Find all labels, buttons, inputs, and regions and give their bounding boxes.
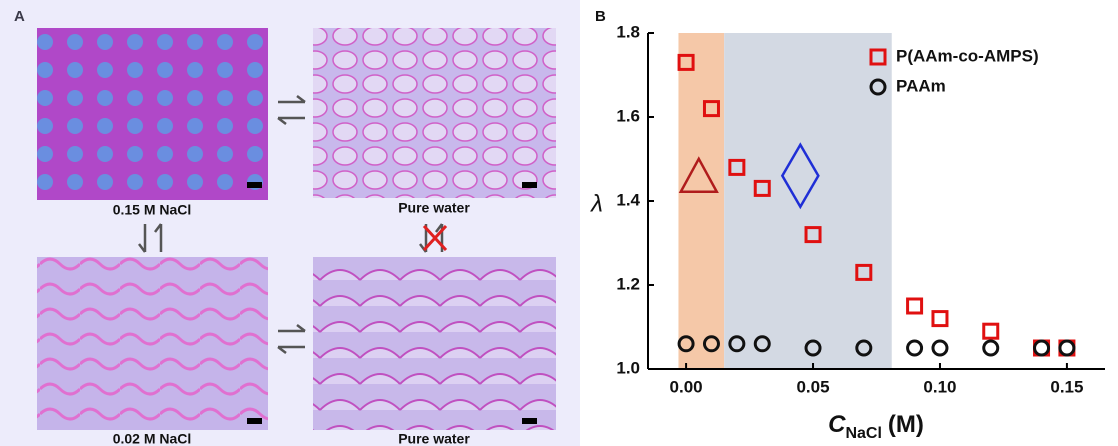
photo: [37, 28, 268, 200]
scale-bar: [247, 182, 262, 188]
scale-bar: [247, 418, 262, 424]
data-point: [908, 341, 922, 355]
scale-bar: [522, 182, 537, 188]
panel-label: B: [595, 8, 606, 25]
data-point: [984, 324, 998, 338]
y-axis-label: λ: [589, 190, 603, 217]
data-point: [984, 341, 998, 355]
x-label-symbol: C: [828, 411, 846, 438]
scale-bar: [522, 418, 537, 424]
photo: [313, 257, 556, 430]
y-tick-label: 1.0: [616, 358, 640, 377]
y-tick-label: 1.6: [616, 106, 640, 125]
x-label-unit: (M): [888, 411, 924, 438]
legend-label: PAAm: [896, 76, 946, 95]
data-point: [908, 299, 922, 313]
data-point: [933, 341, 947, 355]
figure: A 0.15 M NaCl Pure water 0.02 M NaCl Pur…: [0, 0, 1118, 446]
x-axis-label: CNaCl (M): [828, 411, 924, 442]
y-tick-label: 1.2: [616, 274, 640, 293]
caption: 0.15 M NaCl: [113, 202, 192, 218]
data-point: [933, 312, 947, 326]
legend-label: P(AAm-co-AMPS): [896, 46, 1039, 65]
shaded-region: [678, 33, 724, 369]
caption: 0.02 M NaCl: [113, 431, 192, 446]
y-tick-label: 1.4: [616, 190, 640, 209]
caption: Pure water: [398, 200, 470, 216]
photo: [37, 257, 268, 430]
shaded-region: [724, 33, 892, 369]
x-tick-label: 0.05: [796, 377, 829, 396]
photo: [313, 28, 556, 198]
x-tick-label: 0.00: [670, 377, 703, 396]
x-label-subscript: NaCl: [845, 425, 881, 442]
data-point: [1060, 341, 1074, 355]
y-tick-label: 1.8: [616, 22, 640, 41]
caption: Pure water: [398, 431, 470, 446]
plot-area: 1.0 1.2 1.4 1.6 1.8 0.00 0.05 0.10 0.15 P(AAm-co-…: [616, 22, 1105, 396]
data-point: [1035, 341, 1049, 355]
x-tick-label: 0.10: [923, 377, 956, 396]
x-tick-label: 0.15: [1050, 377, 1083, 396]
